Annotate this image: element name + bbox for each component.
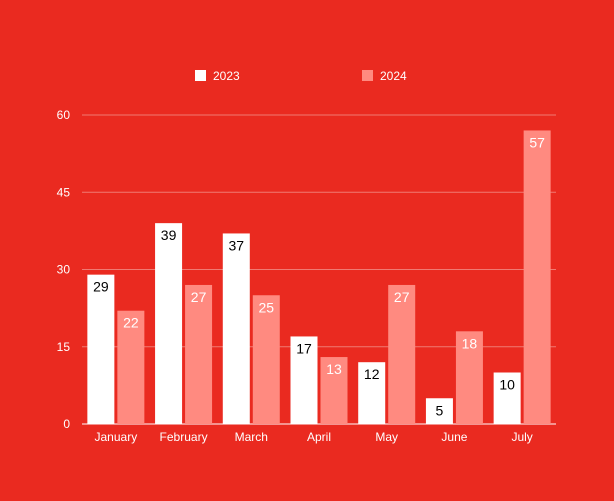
- bar-value-label: 17: [296, 340, 312, 356]
- bar-2024: [117, 310, 145, 424]
- bar-value-label: 18: [462, 335, 478, 351]
- y-tick-label: 60: [57, 108, 71, 122]
- bar-2024: [523, 130, 551, 424]
- bar-value-label: 22: [123, 315, 139, 331]
- bar-group: 37 25: [222, 233, 280, 424]
- bar-2024: [185, 284, 213, 424]
- y-tick-label: 0: [63, 417, 70, 431]
- bar-value-label: 57: [529, 134, 545, 150]
- bar-group: 39 27: [155, 223, 213, 424]
- bar-2024: [455, 331, 483, 424]
- bar-value-label: 29: [93, 279, 109, 295]
- x-tick-label: February: [160, 430, 208, 444]
- x-tick-label: May: [375, 430, 398, 444]
- bar-group: 10 57: [493, 130, 551, 424]
- gridlines: [82, 114, 556, 348]
- bar-2023: [87, 274, 115, 424]
- bar-2023: [358, 362, 386, 424]
- bar-group: 5 18: [425, 331, 483, 424]
- bar-value-label: 37: [228, 237, 244, 253]
- bar-2024: [252, 295, 280, 424]
- x-tick-label: January: [95, 430, 138, 444]
- bar-value-label: 39: [161, 227, 177, 243]
- bar-value-label: 10: [499, 377, 515, 393]
- legend-item: 2024: [362, 69, 407, 83]
- bar-2024: [320, 357, 348, 424]
- bar-group: 29 22: [87, 274, 145, 424]
- bar-2023: [493, 372, 521, 424]
- bar-2024: [388, 284, 416, 424]
- bar-value-label: 27: [191, 289, 207, 305]
- y-tick-label: 45: [57, 185, 71, 199]
- x-tick-label: June: [441, 430, 467, 444]
- bar-value-label: 5: [436, 402, 444, 418]
- bar-2023: [290, 336, 318, 424]
- legend-label: 2024: [380, 69, 407, 83]
- x-tick-label: July: [511, 430, 532, 444]
- x-tick-label: March: [235, 430, 268, 444]
- legend-swatch: [362, 70, 373, 81]
- legend-label: 2023: [213, 69, 240, 83]
- y-tick-label: 30: [57, 263, 71, 277]
- bar-2023: [425, 398, 453, 424]
- bar-value-label: 25: [258, 299, 274, 315]
- bar-group: 12 27: [358, 284, 416, 424]
- bar-value-label: 13: [326, 361, 342, 377]
- bar-2023: [222, 233, 250, 424]
- bar-value-label: 12: [364, 366, 380, 382]
- legend-item: 2023: [195, 69, 240, 83]
- y-tick-label: 15: [57, 340, 71, 354]
- bar-value-label: 27: [394, 289, 410, 305]
- bar-2023: [155, 223, 183, 424]
- legend-swatch: [195, 70, 206, 81]
- x-tick-label: April: [307, 430, 331, 444]
